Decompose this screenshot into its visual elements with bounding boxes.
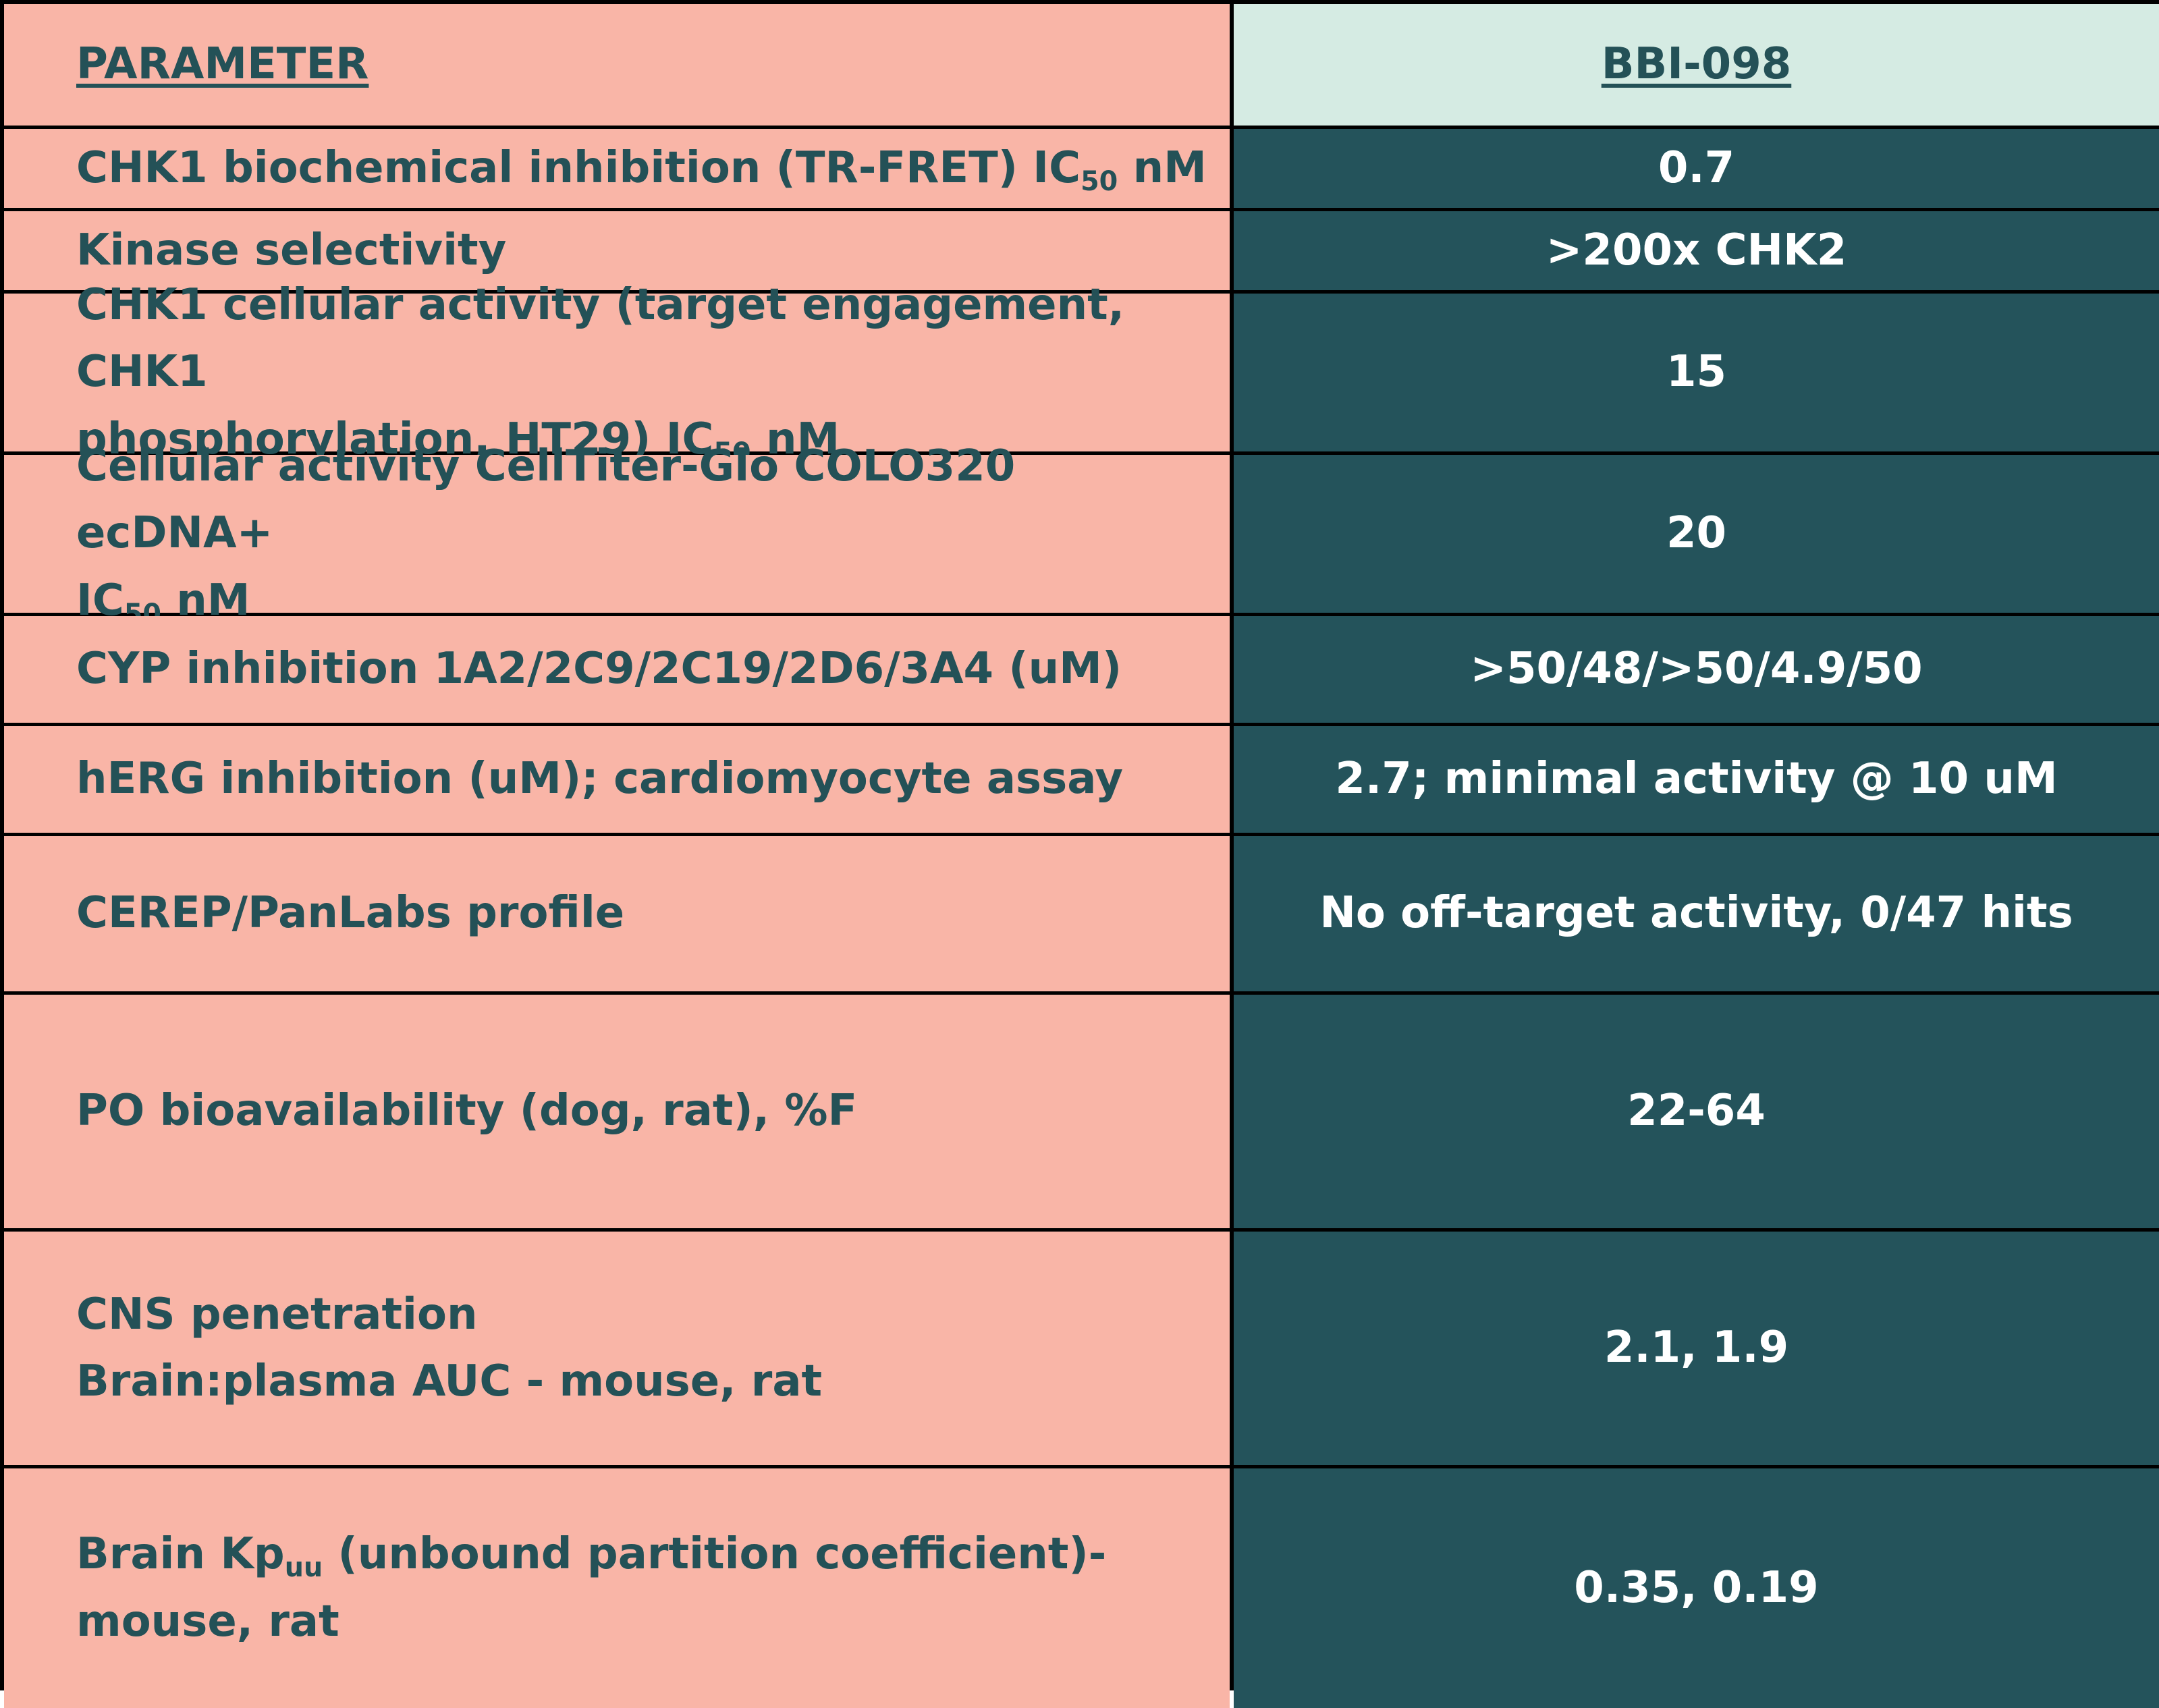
- row-9-parameter: Brain Kpuu (unbound partition coefficien…: [4, 1468, 1230, 1708]
- row-6-parameter-text: CEREP/PanLabs profile: [76, 888, 625, 939]
- row-4-parameter: CYP inhibition 1A2/2C9/2C19/2D6/3A4 (uM): [4, 616, 1230, 723]
- row-1-value: >200x CHK2: [1234, 211, 2159, 290]
- row-8-parameter-text: CNS penetration Brain:plasma AUC - mouse…: [76, 1289, 823, 1406]
- row-8-parameter: CNS penetration Brain:plasma AUC - mouse…: [4, 1232, 1230, 1465]
- header-compound-cell: BBI-098: [1234, 4, 2159, 126]
- row-6-parameter: CEREP/PanLabs profile: [4, 836, 1230, 991]
- row-9-value: 0.35, 0.19: [1234, 1468, 2159, 1708]
- row-5-value-text: 2.7; minimal activity @ 10 uM: [1335, 754, 2058, 804]
- row-0-parameter: CHK1 biochemical inhibition (TR-FRET) IC…: [4, 129, 1230, 208]
- row-5-parameter-text: hERG inhibition (uM); cardiomyocyte assa…: [76, 754, 1124, 804]
- row-8-value-text: 2.1, 1.9: [1604, 1323, 1789, 1373]
- row-7-value: 22-64: [1234, 995, 2159, 1228]
- row-3-value-text: 20: [1666, 508, 1727, 559]
- row-5-value: 2.7; minimal activity @ 10 uM: [1234, 726, 2159, 833]
- header-parameter-cell: PARAMETER: [4, 4, 1230, 126]
- row-7-value-text: 22-64: [1627, 1086, 1766, 1136]
- header-parameter-label: PARAMETER: [76, 39, 369, 90]
- row-9-parameter-text: Brain Kpuu (unbound partition coefficien…: [76, 1529, 1107, 1647]
- row-6-value-text: No off-target activity, 0/47 hits: [1319, 888, 2073, 939]
- row-0-parameter-text: CHK1 biochemical inhibition (TR-FRET) IC…: [76, 142, 1207, 197]
- row-2-value-text: 15: [1666, 347, 1727, 397]
- row-8-value: 2.1, 1.9: [1234, 1232, 2159, 1465]
- row-2-parameter: CHK1 cellular activity (target engagemen…: [4, 280, 1230, 466]
- row-2-value: 15: [1234, 294, 2159, 451]
- row-7-parameter-text: PO bioavailability (dog, rat), %F: [76, 1086, 858, 1136]
- row-4-value-text: >50/48/>50/4.9/50: [1470, 644, 1923, 694]
- row-5-parameter: hERG inhibition (uM); cardiomyocyte assa…: [4, 726, 1230, 833]
- row-4-value: >50/48/>50/4.9/50: [1234, 616, 2159, 723]
- header-compound-label: BBI-098: [1601, 39, 1792, 90]
- row-0-value: 0.7: [1234, 129, 2159, 208]
- row-1-parameter: Kinase selectivity: [4, 211, 1230, 290]
- row-3-parameter: Cellular activity CellTiter-Glo COLO320 …: [4, 441, 1230, 627]
- row-3-parameter-text: Cellular activity CellTiter-Glo COLO320 …: [76, 441, 1016, 630]
- row-9-value-text: 0.35, 0.19: [1574, 1562, 1819, 1613]
- row-6-value: No off-target activity, 0/47 hits: [1234, 836, 2159, 991]
- row-1-value-text: >200x CHK2: [1546, 225, 1847, 275]
- row-4-parameter-text: CYP inhibition 1A2/2C9/2C19/2D6/3A4 (uM): [76, 644, 1122, 694]
- row-0-value-text: 0.7: [1658, 142, 1735, 193]
- row-3-value: 20: [1234, 455, 2159, 613]
- row-7-parameter: PO bioavailability (dog, rat), %F: [4, 995, 1230, 1228]
- row-1-parameter-text: Kinase selectivity: [76, 225, 507, 275]
